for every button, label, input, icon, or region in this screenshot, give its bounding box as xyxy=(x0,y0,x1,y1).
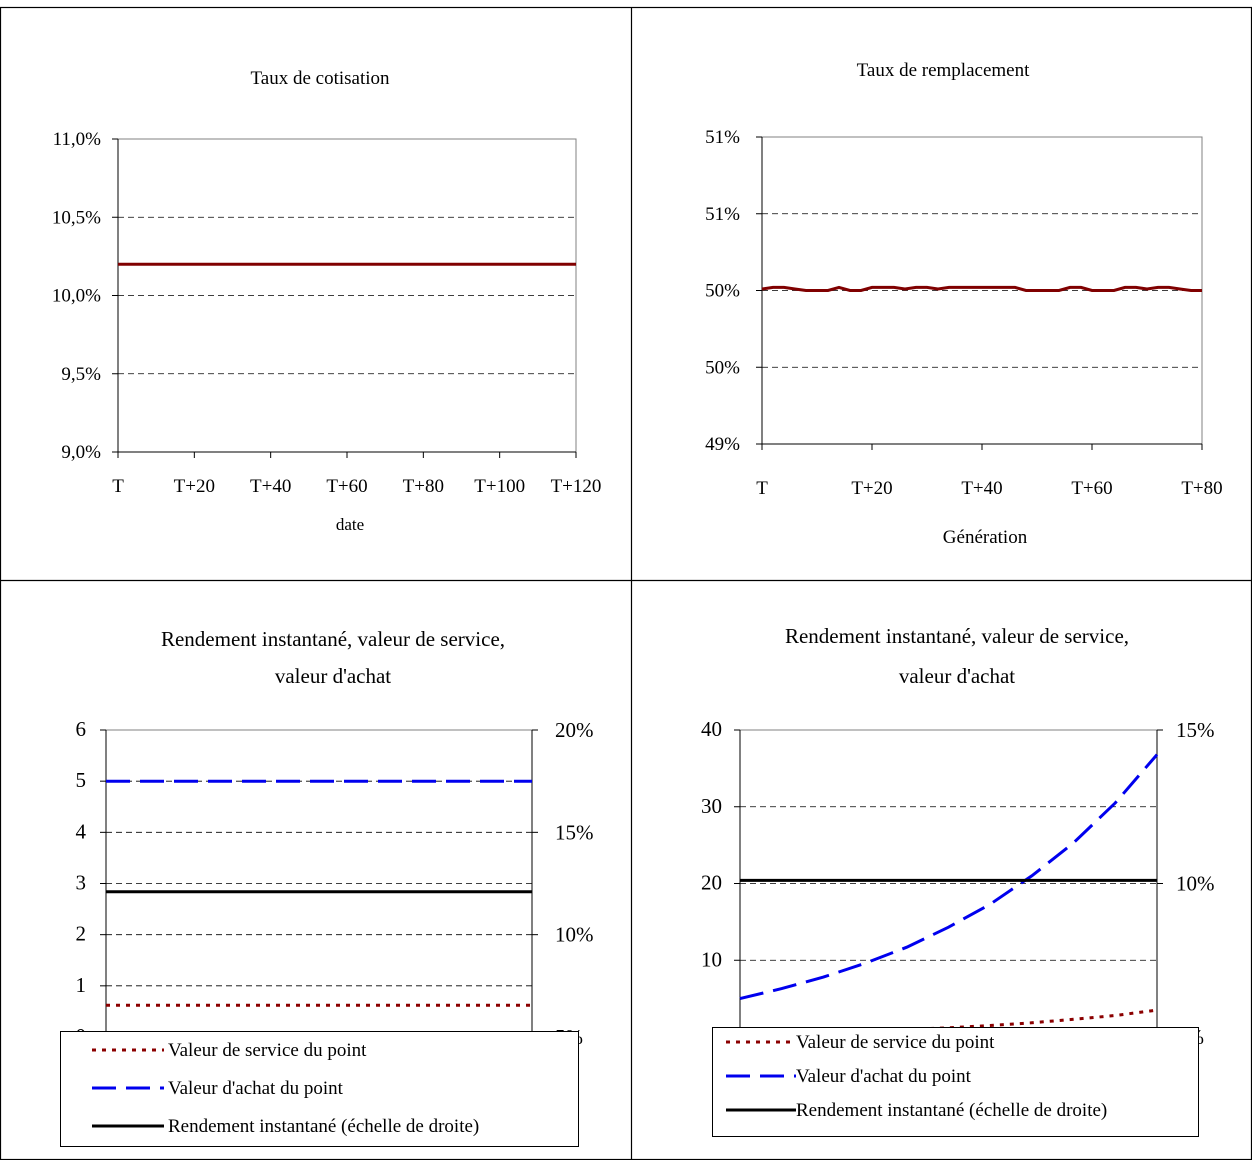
y2-tick-label: 15% xyxy=(555,820,594,844)
y2-tick-label: 10% xyxy=(555,923,594,947)
y-tick-label: 10,0% xyxy=(52,286,101,307)
y-tick-label: 51% xyxy=(705,204,740,225)
chart-title-line-2: valeur d'achat xyxy=(275,664,391,688)
chart-rendement-right: Rendement instantané, valeur de service,… xyxy=(701,624,1215,1137)
x-axis-label: date xyxy=(336,515,364,534)
legend-label: Valeur d'achat du point xyxy=(168,1078,344,1099)
x-tick-label: T+60 xyxy=(1071,478,1112,499)
y-tick-label: 6 xyxy=(76,717,87,741)
legend-label: Valeur de service du point xyxy=(168,1040,367,1061)
y-tick-label: 5 xyxy=(76,768,87,792)
x-tick-label: T+80 xyxy=(1181,478,1222,499)
chart-title-line-1: Rendement instantané, valeur de service, xyxy=(161,627,505,651)
chart-marks: 0102030405%10%15% xyxy=(701,717,1215,1049)
y2-tick-label: 10% xyxy=(1176,872,1215,896)
y-tick-label: 2 xyxy=(76,922,87,946)
legend-box xyxy=(712,1027,1199,1137)
x-tick-label: T+100 xyxy=(474,476,525,497)
y-tick-label: 49% xyxy=(705,434,740,455)
chart-rendement-left: Rendement instantané, valeur de service,… xyxy=(60,627,594,1147)
chart-taux-de-remplacement: Taux de remplacement 49% 50% 50% 51% 51% T T+2… xyxy=(705,60,1222,548)
legend: Valeur de service du point Valeur d'achat… xyxy=(92,1040,479,1137)
x-tick-label: T+20 xyxy=(851,478,892,499)
x-tick-label: T+60 xyxy=(326,476,367,497)
y2-tick-label: 15% xyxy=(1176,718,1215,742)
x-axis-label: Génération xyxy=(943,527,1028,548)
legend-label: Rendement instantané (échelle de droite) xyxy=(168,1116,479,1137)
y-tick-label: 20 xyxy=(701,871,722,895)
chart-marks: 01234565%10%15%20% xyxy=(76,717,594,1049)
y-tick-label: 3 xyxy=(76,871,87,895)
x-tick-label: T+40 xyxy=(250,476,291,497)
legend: Valeur de service du point Valeur d'achat… xyxy=(726,1032,1107,1121)
y-tick-label: 50% xyxy=(705,281,740,302)
legend-label: Valeur de service du point xyxy=(796,1032,995,1053)
chart-marks: 9,0% 9,5% 10,0% 10,5% 11,0% T T+20 T+40 T+60 T+80… xyxy=(52,129,601,497)
x-tick-label: T xyxy=(756,478,768,499)
x-tick-label: T+120 xyxy=(551,476,602,497)
y-tick-label: 1 xyxy=(76,973,87,997)
y-tick-label: 50% xyxy=(705,357,740,378)
legend-label: Rendement instantané (échelle de droite) xyxy=(796,1100,1107,1121)
chart-title: Taux de cotisation xyxy=(250,68,390,89)
x-tick-label: T+20 xyxy=(174,476,215,497)
chart-title: Taux de remplacement xyxy=(857,60,1030,81)
series-line xyxy=(761,285,1202,292)
y-tick-label: 40 xyxy=(701,717,722,741)
plot-area xyxy=(117,138,577,453)
chart-marks: 49% 50% 50% 51% 51% T T+20 T+40 T+60 T+80 xyxy=(705,127,1222,499)
y-tick-label: 9,5% xyxy=(61,364,101,385)
y-tick-label: 10,5% xyxy=(52,207,101,228)
y2-tick-label: 20% xyxy=(555,718,594,742)
x-tick-label: T xyxy=(112,476,124,497)
y-tick-label: 10 xyxy=(701,947,722,971)
y-tick-label: 30 xyxy=(701,794,722,818)
y-tick-label: 9,0% xyxy=(61,442,101,463)
chart-title-line-2: valeur d'achat xyxy=(899,664,1015,688)
x-tick-label: T+40 xyxy=(961,478,1002,499)
legend-label: Valeur d'achat du point xyxy=(796,1066,972,1087)
y-tick-label: 11,0% xyxy=(53,129,102,150)
outer-frame xyxy=(0,6,1252,1160)
chart-taux-de-cotisation: Taux de cotisation 9,0% 9,5% 10,0% 10,5% 11,… xyxy=(52,68,601,534)
chart-title-line-1: Rendement instantané, valeur de service, xyxy=(785,624,1129,648)
y-tick-label: 4 xyxy=(76,819,87,843)
x-tick-label: T+80 xyxy=(403,476,444,497)
y-tick-label: 51% xyxy=(705,127,740,148)
series-line xyxy=(739,753,1159,1001)
